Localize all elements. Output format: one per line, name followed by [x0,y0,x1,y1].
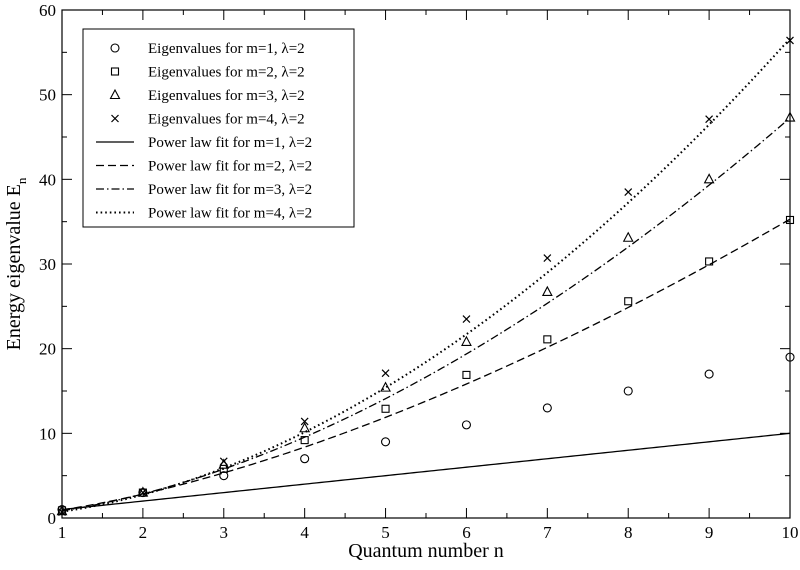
series-4-point [543,254,552,262]
series-4-point-stroke-b [219,457,228,466]
y-axis-label-main: Energy eigenvalue E [3,184,25,350]
series-1-point [542,403,552,413]
legend-label: Power law fit for m=1, λ=2 [148,135,312,151]
series-1-point [623,386,633,396]
series-1-point [219,471,229,481]
legend: Eigenvalues for m=1, λ=2 Eigenvalues for … [82,28,355,228]
series-4-point-stroke-b [300,417,309,426]
x-tick-label: 3 [220,523,229,542]
y-tick-label: 30 [39,255,56,274]
legend-label: Eigenvalues for m=2, λ=2 [148,65,305,81]
fit-line-4 [61,37,791,513]
legend-label: Eigenvalues for m=3, λ=2 [148,88,305,104]
series-4-point [462,315,471,323]
series-1-point [300,454,310,464]
y-tick-label: 20 [39,340,56,359]
series-2-point [705,257,714,266]
x-tick-label: 2 [139,523,148,542]
x-tick-label: 4 [300,523,309,542]
y-axis-label: Energy eigenvalue En [3,177,29,350]
series-3-point [380,381,391,392]
series-3-point [461,335,472,346]
y-tick-label: 50 [39,86,56,105]
series-2-point [219,464,228,473]
series-4-point [58,508,66,516]
series-4-point-stroke-b [138,488,147,497]
x-tick-label: 8 [624,523,633,542]
series-4-point [624,188,633,196]
series-3-point [137,486,149,497]
x-axis-label: Quantum number n [348,540,504,562]
fit-line-2 [61,218,791,511]
series-4-point-stroke-b [381,369,390,378]
fit-line-1 [61,432,791,511]
series-2-point [462,370,471,379]
series-1-point [785,352,795,362]
legend-marker-cross-stroke-b [111,114,119,123]
series-4-point-stroke-b [786,36,794,45]
legend-label: Eigenvalues for m=4, λ=2 [148,112,305,128]
legend-marker-circle [110,43,120,53]
y-tick-label: 0 [48,509,57,528]
x-tick-label: 10 [782,523,799,542]
axis-ticks: 1 2 3 4 5 6 7 8 9 10 0 10 20 30 40 50 60 [39,1,799,542]
x-tick-label: 6 [462,523,471,542]
legend-marker-square [110,67,120,76]
series-3-point [784,111,796,122]
series-1-point [381,437,391,447]
series-4-point-stroke-b [462,315,471,323]
series-4-point [300,417,309,426]
series-4-point [138,488,147,497]
series-4-point [786,36,794,45]
y-tick-label: 40 [39,170,56,189]
x-tick-label: 7 [543,523,552,542]
series-2-point [300,436,309,445]
y-axis-label-subscript: n [14,177,29,184]
y-tick-label: 60 [39,1,56,20]
series-3-point [541,285,553,296]
series-4-point [705,115,714,124]
legend-marker-cross [111,114,119,123]
series-3-point [299,422,311,433]
legend-label: Eigenvalues for m=1, λ=2 [148,41,305,57]
legend-label: Power law fit for m=2, λ=2 [148,159,312,175]
series-4-point-stroke-b [705,115,714,124]
series-4-point [219,457,228,466]
y-tick-label: 10 [39,424,56,443]
series-1-point [704,369,714,379]
series-2-point [543,335,552,344]
legend-marker-triangle [109,88,121,100]
legend-label: Power law fit for m=4, λ=2 [148,206,312,222]
x-tick-label: 5 [381,523,390,542]
series-3-point [622,231,634,242]
series-4-point-stroke-b [624,188,633,196]
series-4-point [381,369,390,378]
data-markers [56,36,796,516]
series-3-point [703,173,715,184]
series-1-point [461,420,471,430]
series-2-point [785,215,795,225]
legend-label: Power law fit for m=3, λ=2 [148,182,312,198]
series-2-point [381,404,390,413]
series-4-point-stroke-b [58,508,66,516]
series-2-point [624,297,633,306]
x-tick-label: 9 [705,523,714,542]
fit-lines [61,37,791,513]
series-4-point-stroke-b [543,254,552,262]
x-tick-label: 1 [58,523,67,542]
legend-box [82,28,355,228]
